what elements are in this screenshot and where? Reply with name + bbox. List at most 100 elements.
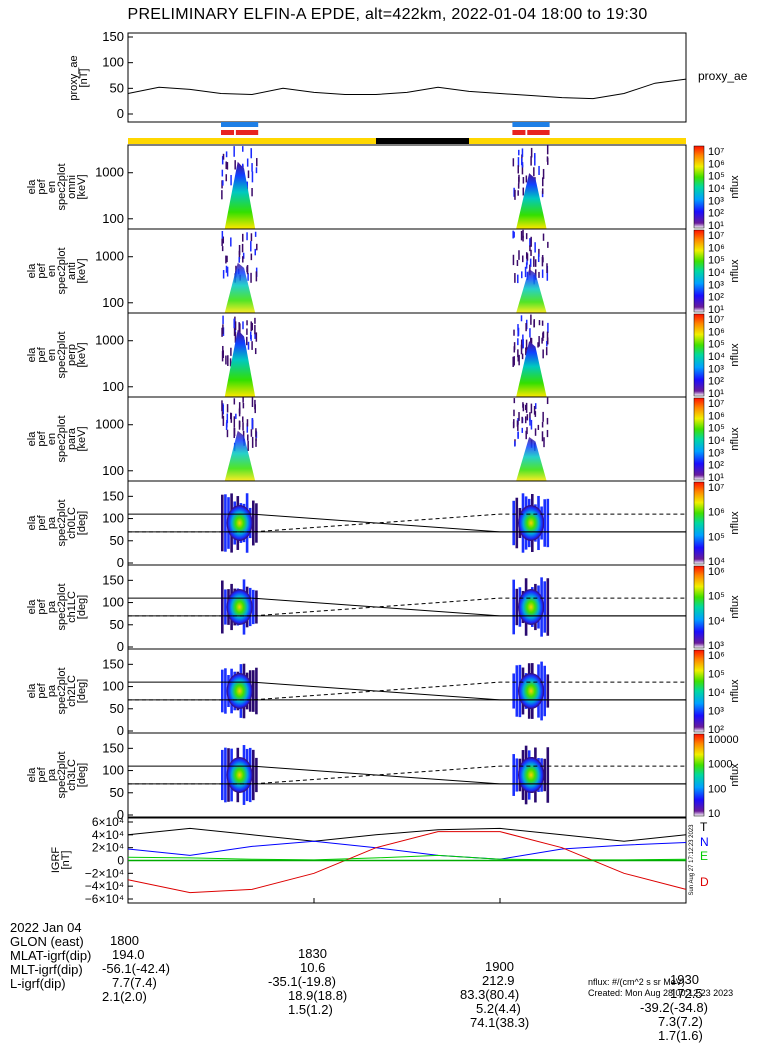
panel-ytick-label: 100 <box>102 511 124 526</box>
spectrogram-speckle <box>225 161 227 170</box>
footer-value: 1.5(1.2) <box>288 1002 333 1017</box>
loss-cone-line <box>128 513 686 533</box>
spectrogram-speckle <box>222 180 224 186</box>
spectrogram-speckle <box>530 236 532 247</box>
colorbar-tick-label: 10⁵ <box>708 531 725 543</box>
spectrogram-column <box>252 500 255 546</box>
loss-cone-line <box>128 681 686 701</box>
spectrogram-column <box>512 673 515 709</box>
panel-ylabel: spec2plot <box>56 415 68 462</box>
spectrogram-column <box>255 590 258 624</box>
created-timestamp: Created: Mon Aug 28 00:12:23 2023 <box>588 988 734 998</box>
spectrogram-speckle <box>529 245 531 252</box>
spectrogram-column <box>543 581 546 633</box>
panel-ylabel: para <box>66 427 78 450</box>
spectrogram-panel-pa-ch3 <box>127 732 687 818</box>
spectrogram-speckle <box>251 397 254 408</box>
spectrogram-speckle <box>518 250 520 260</box>
proxy-ae-legend: proxy_ae <box>698 69 748 83</box>
spectrogram-speckle <box>246 336 248 346</box>
panel-ytick-label: 100 <box>102 295 124 310</box>
spectrogram-speckle <box>242 256 244 263</box>
colorbar-tick-label: 10⁴ <box>708 267 725 279</box>
spectrogram-column <box>543 758 546 792</box>
spectrogram-speckle <box>517 165 519 174</box>
spectrogram-speckle <box>251 163 253 172</box>
colorbar-tick-label: 10² <box>708 460 724 472</box>
spectrogram-speckle <box>526 253 529 261</box>
panel-ylabel: spec2plot <box>56 331 68 378</box>
panel-ytick-label: 100 <box>102 763 124 778</box>
igrf-side-text: Sun Aug 27 17:12:23 2023 <box>689 824 695 896</box>
spectrogram-burst <box>516 269 547 313</box>
spectrogram-speckle <box>541 431 544 442</box>
spectrogram-speckle <box>225 151 228 158</box>
spectrogram-speckle <box>242 252 245 259</box>
spectrogram-speckle <box>238 322 240 333</box>
spectrogram-panel-en-para <box>127 396 687 482</box>
colorbar-label: nflux <box>729 175 741 199</box>
spectrogram-speckle <box>247 273 249 281</box>
spectrogram-speckle <box>256 243 258 251</box>
spectrogram-speckle <box>541 177 544 187</box>
colorbar-tick-label: 10⁵ <box>708 669 725 681</box>
spectrogram-speckle <box>518 354 520 366</box>
spectrogram-column <box>515 588 519 626</box>
spectrogram-speckle <box>524 266 527 278</box>
spectrogram-speckle <box>246 265 249 275</box>
spectrogram-blob <box>517 673 545 709</box>
spectrogram-speckle <box>246 158 249 167</box>
spectrogram-speckle <box>530 147 533 158</box>
footer-value: 172.5 <box>670 986 703 1001</box>
panel-ylabel: pef <box>36 346 48 362</box>
spectrogram-speckle <box>238 250 241 259</box>
panel-ylabel: pa <box>46 684 58 697</box>
igrf-legend-t: T <box>700 820 708 834</box>
spectrogram-speckle <box>518 412 520 421</box>
spectrogram-speckle <box>233 416 236 428</box>
spectrogram-speckle <box>534 428 537 436</box>
proxy-ae-ytick-label: 150 <box>102 29 124 44</box>
spectrogram-speckle <box>530 403 533 414</box>
spectrogram-speckle <box>530 314 532 325</box>
spectrogram-column <box>515 497 519 549</box>
spectrogram-speckle <box>517 324 519 331</box>
spectrogram-speckle <box>546 145 549 155</box>
panel-ylabel: en <box>46 181 58 193</box>
spectrogram-speckle <box>547 322 549 333</box>
spectrogram-speckle <box>512 230 514 239</box>
spectrogram-speckle <box>513 398 516 404</box>
spectrogram-speckle <box>525 402 528 413</box>
colorbar-tick-label: 10⁶ <box>708 507 725 519</box>
footer-row-label: 2022 Jan 04 <box>10 920 82 935</box>
panel-ylabel: ela <box>26 263 38 279</box>
spectrogram-speckle <box>525 430 527 440</box>
spectrogram-column <box>515 758 519 792</box>
panel-ytick-label: 0 <box>117 639 124 654</box>
igrf-ytick-label: 2×10⁴ <box>92 841 124 855</box>
spectrogram-speckle <box>517 356 519 362</box>
panel-ytick-label: 0 <box>117 807 124 822</box>
footer-value: -35.1(-19.8) <box>268 974 336 989</box>
panel-ylabel: pef <box>36 262 48 278</box>
spectrogram-column <box>546 747 550 803</box>
spectrogram-speckle <box>242 416 244 423</box>
spectrogram-speckle <box>238 257 240 263</box>
spectrogram-burst <box>516 437 547 481</box>
spectrogram-speckle <box>541 188 544 194</box>
panel-ylabel: pef <box>36 766 48 782</box>
panel-ytick-label: 1000 <box>95 165 124 180</box>
spectrogram-speckle <box>246 419 249 427</box>
anti-loss-cone-line <box>128 513 686 533</box>
spectrogram-speckle <box>541 421 544 428</box>
panel-ytick-label: 100 <box>102 211 124 226</box>
spectrogram-speckle <box>246 232 248 241</box>
spectrogram-speckle <box>250 321 253 332</box>
panel-ylabel: en <box>46 265 58 277</box>
panel-ytick-label: 50 <box>110 785 124 800</box>
spectrogram-speckle <box>533 320 535 328</box>
spectrogram-speckle <box>221 169 224 177</box>
panel-ylabel: pef <box>36 682 48 698</box>
spectrogram-speckle <box>521 148 524 158</box>
colorbar-tick-label: 10³ <box>708 363 724 375</box>
